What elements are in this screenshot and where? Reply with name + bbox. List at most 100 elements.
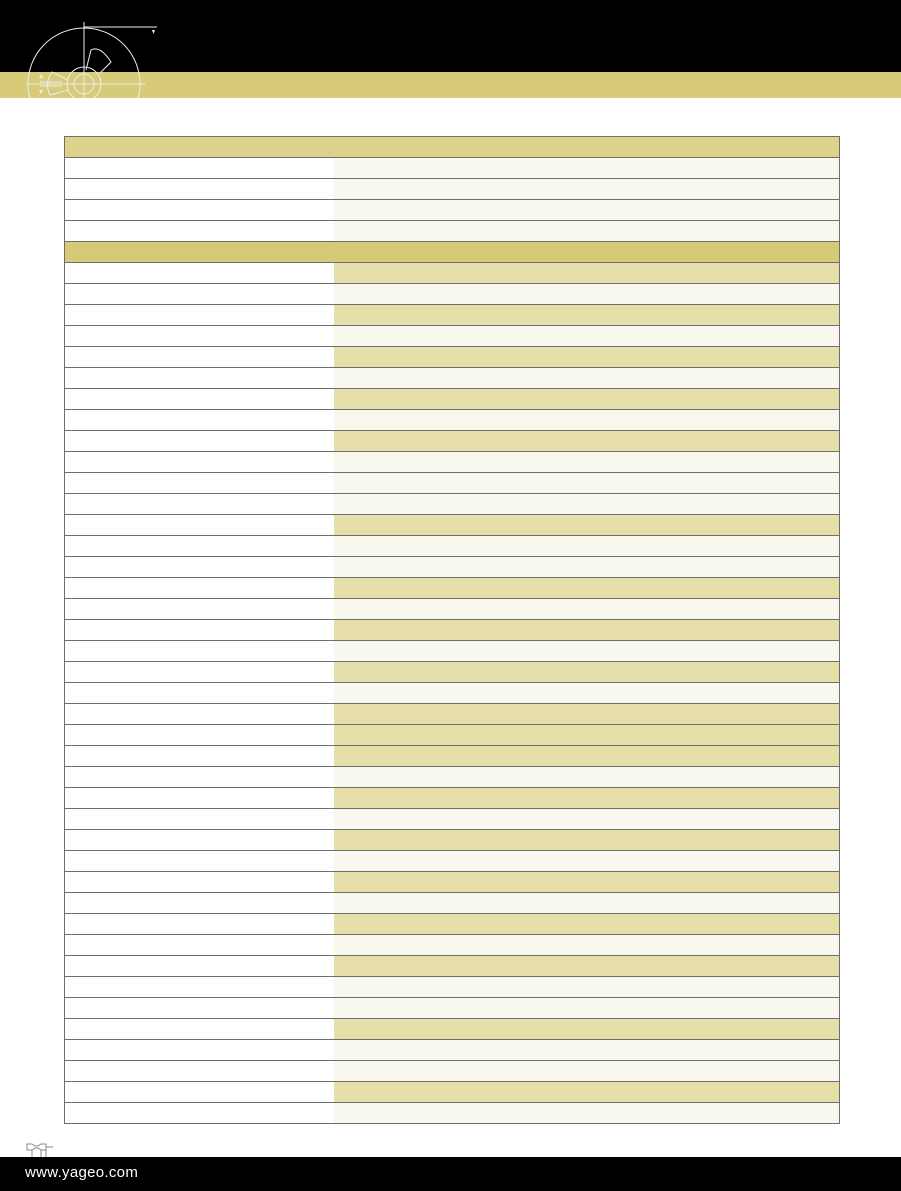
- table-row: [65, 389, 839, 410]
- value-cell: [334, 935, 839, 955]
- label-cell: [65, 683, 334, 703]
- table-row: [65, 410, 839, 431]
- table-row: [65, 578, 839, 599]
- table-row: [65, 326, 839, 347]
- label-cell: [65, 200, 334, 220]
- section-header-row: [65, 242, 839, 263]
- value-cell: [334, 368, 839, 388]
- value-cell: [334, 998, 839, 1018]
- header-bar: [0, 0, 901, 72]
- label-cell: [65, 326, 334, 346]
- table-row: [65, 956, 839, 977]
- table-row: [65, 368, 839, 389]
- table-row: [65, 200, 839, 221]
- label-cell: [65, 725, 334, 745]
- label-cell: [65, 179, 334, 199]
- label-cell: [65, 620, 334, 640]
- label-cell: [65, 557, 334, 577]
- value-cell: [334, 767, 839, 787]
- label-cell: [65, 956, 334, 976]
- label-cell: [65, 221, 334, 241]
- label-cell: [65, 284, 334, 304]
- label-cell: [65, 1061, 334, 1081]
- value-cell: [334, 830, 839, 850]
- table-row: [65, 746, 839, 767]
- label-cell: [65, 893, 334, 913]
- table-row: [65, 305, 839, 326]
- value-cell: [334, 851, 839, 871]
- value-cell: [334, 620, 839, 640]
- value-cell: [334, 893, 839, 913]
- label-cell: [65, 473, 334, 493]
- label-cell: [65, 998, 334, 1018]
- value-cell: [334, 1040, 839, 1060]
- label-cell: [65, 410, 334, 430]
- label-cell: [65, 431, 334, 451]
- website-link[interactable]: www.yageo.com: [25, 1164, 139, 1181]
- table-row: [65, 1082, 839, 1103]
- value-cell: [334, 221, 839, 241]
- value-cell: [334, 284, 839, 304]
- value-cell: [334, 1082, 839, 1102]
- table-row: [65, 620, 839, 641]
- value-cell: [334, 389, 839, 409]
- table-row: [65, 662, 839, 683]
- label-cell: [65, 830, 334, 850]
- label-cell: [65, 452, 334, 472]
- label-cell: [65, 1082, 334, 1102]
- value-cell: [334, 914, 839, 934]
- value-cell: [334, 1019, 839, 1039]
- value-cell: [334, 746, 839, 766]
- table-row: [65, 158, 839, 179]
- label-cell: [65, 767, 334, 787]
- footer-bar: www.yageo.com: [0, 1157, 901, 1191]
- label-cell: [65, 305, 334, 325]
- component-icon: [26, 1143, 53, 1158]
- label-cell: [65, 746, 334, 766]
- value-cell: [334, 431, 839, 451]
- value-cell: [334, 347, 839, 367]
- value-cell: [334, 809, 839, 829]
- table-row: [65, 683, 839, 704]
- table-row: [65, 221, 839, 242]
- table-row: [65, 767, 839, 788]
- table-row: [65, 1019, 839, 1040]
- value-cell: [334, 158, 839, 178]
- table-row: [65, 494, 839, 515]
- header-accent-bar: [0, 72, 901, 98]
- value-cell: [334, 704, 839, 724]
- label-cell: [65, 935, 334, 955]
- spec-table: [64, 136, 840, 1124]
- label-cell: [65, 851, 334, 871]
- value-cell: [334, 1061, 839, 1081]
- table-row: [65, 830, 839, 851]
- label-cell: [65, 641, 334, 661]
- label-cell: [65, 1019, 334, 1039]
- label-cell: [65, 263, 334, 283]
- value-cell: [334, 410, 839, 430]
- table-row: [65, 1061, 839, 1082]
- table-row: [65, 935, 839, 956]
- value-cell: [334, 494, 839, 514]
- label-cell: [65, 578, 334, 598]
- value-cell: [334, 536, 839, 556]
- table-row: [65, 998, 839, 1019]
- value-cell: [334, 473, 839, 493]
- table-row: [65, 557, 839, 578]
- table-row: [65, 179, 839, 200]
- value-cell: [334, 557, 839, 577]
- table-row: [65, 263, 839, 284]
- value-cell: [334, 326, 839, 346]
- label-cell: [65, 1103, 334, 1123]
- table-row: [65, 851, 839, 872]
- label-cell: [65, 662, 334, 682]
- value-cell: [334, 263, 839, 283]
- value-cell: [334, 788, 839, 808]
- label-cell: [65, 389, 334, 409]
- label-cell: [65, 809, 334, 829]
- table-row: [65, 788, 839, 809]
- value-cell: [334, 683, 839, 703]
- table-row: [65, 1040, 839, 1061]
- value-cell: [334, 872, 839, 892]
- table-row: [65, 872, 839, 893]
